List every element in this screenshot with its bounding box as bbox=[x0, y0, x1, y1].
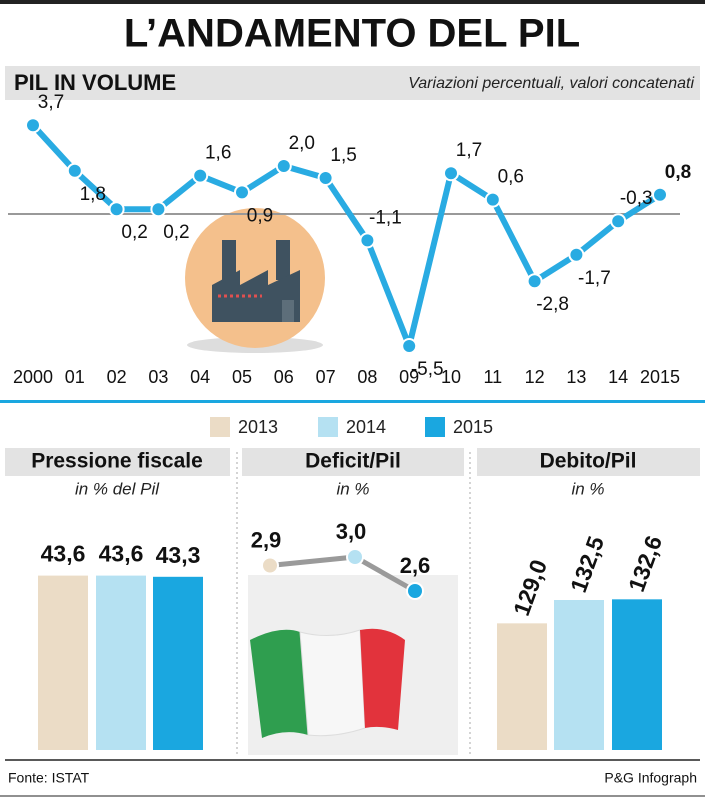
value-label: -1,7 bbox=[578, 268, 611, 289]
data-point bbox=[526, 273, 543, 290]
value-label: 2,9 bbox=[251, 527, 282, 552]
panel-header bbox=[5, 448, 230, 476]
data-point bbox=[484, 191, 501, 208]
x-tick-label: 14 bbox=[608, 367, 628, 387]
panel-header bbox=[242, 448, 464, 476]
data-point bbox=[346, 548, 364, 566]
legend-label: 2014 bbox=[346, 417, 386, 437]
panel-subtitle: in % del Pil bbox=[75, 479, 160, 498]
legend-label: 2015 bbox=[453, 417, 493, 437]
source: Fonte: ISTAT bbox=[8, 770, 90, 786]
panel-subtitle: in % bbox=[336, 479, 369, 498]
data-point bbox=[406, 582, 424, 600]
bar bbox=[554, 600, 604, 750]
value-label: 43,3 bbox=[156, 542, 201, 568]
panel-title: Debito/Pil bbox=[540, 450, 637, 473]
value-label: 0,2 bbox=[121, 222, 147, 243]
panel-title: Deficit/Pil bbox=[305, 450, 401, 473]
bar bbox=[612, 599, 662, 750]
section-subtitle: Variazioni percentuali, valori concatena… bbox=[408, 75, 694, 92]
factory-icon bbox=[185, 208, 325, 353]
data-point bbox=[150, 201, 167, 218]
x-tick-label: 08 bbox=[357, 367, 377, 387]
value-label: 43,6 bbox=[41, 541, 86, 567]
x-tick-label: 06 bbox=[274, 367, 294, 387]
data-point bbox=[66, 162, 83, 179]
bar bbox=[96, 575, 146, 750]
legend-label: 2013 bbox=[238, 417, 278, 437]
value-label: 3,0 bbox=[336, 519, 367, 544]
value-label: 129,0 bbox=[508, 556, 552, 619]
value-label: 1,8 bbox=[80, 184, 106, 205]
value-label: 132,5 bbox=[565, 533, 609, 596]
main-title: L’ANDAMENTO DEL PIL bbox=[124, 12, 580, 56]
bar bbox=[38, 575, 88, 750]
value-label: 1,6 bbox=[205, 143, 231, 164]
value-label: -0,3 bbox=[620, 188, 653, 209]
section-title: PIL IN VOLUME bbox=[14, 70, 176, 95]
value-label: 2,6 bbox=[400, 553, 431, 578]
value-label: 0,9 bbox=[247, 205, 273, 226]
value-label: -5,5 bbox=[411, 359, 444, 380]
panel-header bbox=[477, 448, 700, 476]
data-point bbox=[192, 167, 209, 184]
value-label: -2,8 bbox=[536, 294, 569, 315]
data-point bbox=[652, 186, 668, 203]
data-point bbox=[401, 338, 418, 354]
value-label: 3,7 bbox=[38, 92, 64, 113]
x-tick-label: 13 bbox=[566, 367, 586, 387]
x-tick-label: 11 bbox=[483, 367, 502, 387]
panel-title: Pressione fiscale bbox=[31, 450, 203, 473]
value-label: -1,1 bbox=[369, 207, 402, 228]
bar bbox=[153, 576, 203, 750]
value-label: 2,0 bbox=[289, 133, 315, 154]
bar bbox=[497, 623, 547, 750]
data-point bbox=[610, 213, 627, 230]
x-tick-label: 07 bbox=[316, 367, 336, 387]
x-tick-label: 01 bbox=[65, 367, 85, 387]
x-tick-label: 03 bbox=[148, 367, 168, 387]
x-tick-label: 02 bbox=[107, 367, 127, 387]
italian-flag bbox=[250, 628, 405, 738]
value-label: 132,6 bbox=[623, 532, 667, 595]
data-point bbox=[568, 246, 585, 263]
legend-swatch bbox=[425, 417, 445, 437]
data-point bbox=[261, 556, 279, 575]
data-point bbox=[317, 170, 334, 186]
value-label: 43,6 bbox=[99, 541, 144, 567]
x-tick-label: 05 bbox=[232, 367, 252, 387]
data-line bbox=[30, 123, 662, 349]
x-tick-label: 10 bbox=[441, 367, 461, 387]
x-tick-label: 12 bbox=[525, 367, 545, 387]
x-tick-label: 2000 bbox=[13, 367, 53, 387]
value-label: 0,8 bbox=[665, 162, 691, 183]
section-band bbox=[5, 66, 700, 100]
legend-swatch bbox=[318, 417, 338, 437]
panel-subtitle: in % bbox=[571, 479, 604, 498]
data-point bbox=[443, 165, 459, 182]
value-label: 0,6 bbox=[498, 167, 524, 188]
data-point bbox=[359, 232, 376, 249]
data-point bbox=[234, 184, 250, 201]
x-tick-label: 09 bbox=[399, 367, 419, 387]
credit: P&G Infograph bbox=[604, 770, 697, 786]
separator bbox=[0, 400, 705, 403]
value-label: 1,5 bbox=[330, 145, 356, 166]
value-label: 0,2 bbox=[163, 222, 189, 243]
data-point bbox=[275, 158, 292, 174]
data-point bbox=[108, 201, 125, 218]
legend-swatch bbox=[210, 417, 230, 437]
x-tick-label: 2015 bbox=[640, 367, 680, 387]
top-rule bbox=[0, 0, 705, 4]
data-point bbox=[25, 117, 41, 134]
x-tick-label: 04 bbox=[190, 367, 210, 387]
value-label: 1,7 bbox=[456, 140, 482, 161]
